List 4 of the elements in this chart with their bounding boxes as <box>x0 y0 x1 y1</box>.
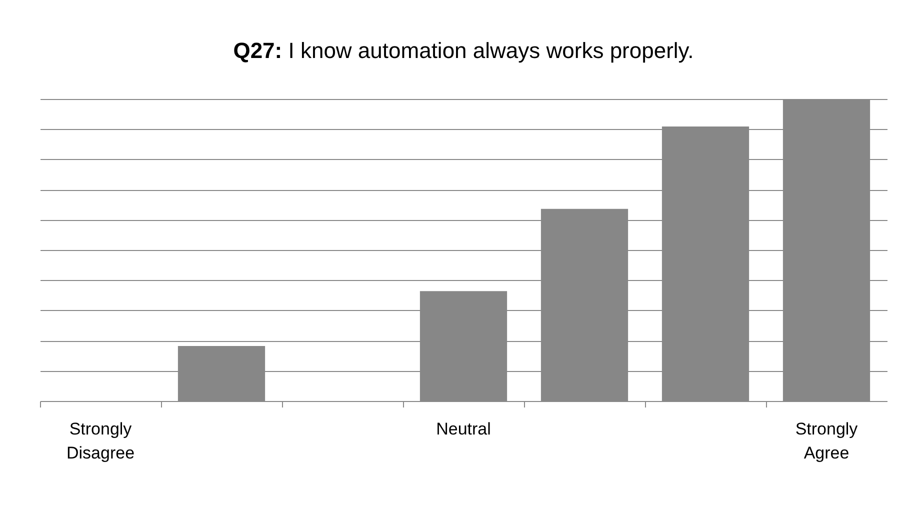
x-tick-label: Strongly Agree <box>795 420 858 462</box>
x-tick-label: Strongly Disagree <box>66 420 135 462</box>
x-tick-label: Neutral <box>436 420 491 438</box>
chart-title: Q27: I know automation always works properly. <box>232 38 695 64</box>
